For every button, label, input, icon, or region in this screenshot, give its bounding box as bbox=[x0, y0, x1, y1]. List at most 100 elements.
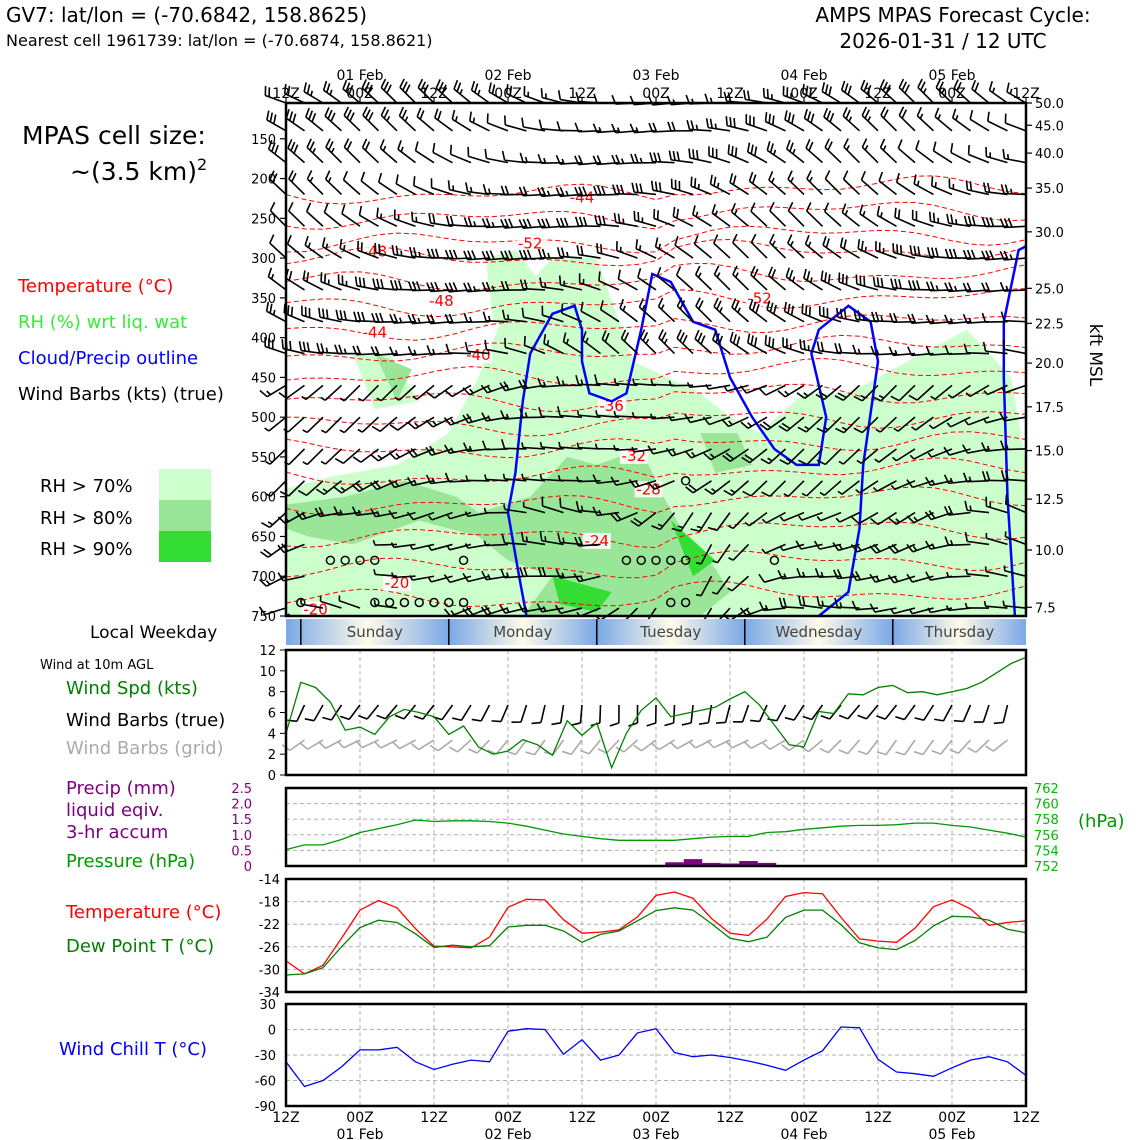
wind-barb-feather bbox=[487, 574, 491, 580]
wind-barb-staff bbox=[750, 210, 768, 227]
wind-barb bbox=[985, 739, 1008, 752]
wind-barb-feather bbox=[444, 444, 451, 454]
wind-barb-feather bbox=[694, 178, 697, 188]
wind-barb-staff bbox=[897, 416, 916, 432]
wind-barb-feather bbox=[894, 576, 899, 582]
wind-barb-feather bbox=[578, 186, 584, 196]
wind-barb-feather bbox=[502, 473, 506, 480]
wind-barb-feather bbox=[968, 317, 972, 324]
wind-barb bbox=[447, 180, 472, 196]
wind-barb bbox=[511, 704, 528, 724]
wind-barb bbox=[287, 139, 306, 164]
bottom-hour-tick-label: 12Z bbox=[272, 1110, 299, 1126]
wind-barb bbox=[580, 301, 601, 323]
wind-barb bbox=[374, 242, 398, 259]
calm-wind-marker bbox=[325, 555, 336, 566]
wind-barb bbox=[779, 511, 805, 522]
wind-barb-feather bbox=[892, 243, 895, 253]
wind-barb-feather bbox=[561, 380, 565, 386]
wind-barb-feather bbox=[1005, 444, 1009, 450]
wind-barb-feather bbox=[594, 214, 598, 225]
wind-barb-feather bbox=[309, 141, 315, 151]
wind-barb-feather bbox=[290, 172, 297, 183]
wind-barb bbox=[432, 704, 454, 721]
wind-barb bbox=[759, 416, 786, 431]
wind-barb bbox=[675, 266, 694, 291]
wind-barb-feather bbox=[614, 511, 622, 521]
wind-barb-staff bbox=[1004, 605, 1027, 609]
wind-barb-feather bbox=[427, 577, 432, 583]
wind-barb-staff bbox=[542, 505, 564, 514]
wind-barb-feather bbox=[467, 217, 473, 227]
wind-barb bbox=[616, 241, 638, 259]
wind-barb-feather bbox=[891, 543, 900, 553]
wind-barb-feather bbox=[558, 275, 562, 286]
wind-barb-feather bbox=[639, 329, 646, 339]
wind-barb bbox=[451, 109, 472, 132]
wind-barb-feather bbox=[290, 306, 294, 317]
wind-barb-staff bbox=[500, 704, 509, 722]
wind-barb-feather bbox=[582, 186, 588, 196]
station-title: GV7: lat/lon = (-70.6842, 158.8625) bbox=[6, 3, 367, 27]
wind-barb-feather bbox=[679, 332, 685, 342]
wind-barb-feather bbox=[668, 150, 672, 161]
wind-barb bbox=[665, 447, 694, 457]
wind-barb-feather bbox=[818, 391, 828, 398]
precip-bar bbox=[665, 862, 684, 866]
wind-barb bbox=[301, 305, 324, 323]
wind-barb-feather bbox=[540, 88, 543, 98]
wind-barb-feather bbox=[471, 718, 482, 722]
wind-barb-staff bbox=[418, 739, 435, 751]
top-hour-tick-label: 12Z bbox=[420, 86, 447, 102]
wind-barb-feather bbox=[309, 176, 314, 183]
wind-barb-feather bbox=[477, 89, 481, 96]
wind-barb-feather bbox=[333, 506, 339, 516]
wind-barb-feather bbox=[406, 449, 415, 458]
wind-barb-feather bbox=[941, 88, 946, 94]
wind-barb bbox=[372, 539, 398, 546]
wind-barb bbox=[806, 170, 824, 196]
pressure-y-tick-label: 752 bbox=[1034, 860, 1059, 875]
wind-barb bbox=[787, 170, 805, 196]
wind-barb-feather bbox=[861, 106, 868, 116]
wind-barb bbox=[747, 333, 768, 355]
wind-barb bbox=[971, 79, 990, 104]
wind-barb-feather bbox=[880, 277, 884, 288]
wind-barb-feather bbox=[393, 280, 399, 290]
wind-barb-feather bbox=[635, 239, 639, 249]
wind-barb bbox=[425, 416, 453, 428]
wind-barb bbox=[481, 281, 509, 292]
wind-barb-staff bbox=[485, 543, 509, 547]
wind-barb bbox=[465, 475, 490, 482]
wind-barb bbox=[432, 142, 453, 164]
wind-barb-feather bbox=[951, 108, 957, 119]
wind-barb-staff bbox=[898, 384, 916, 402]
wind-barb-feather bbox=[924, 540, 932, 550]
wind-barb-feather bbox=[871, 311, 876, 322]
wind-barb-feather bbox=[579, 575, 584, 581]
wind-barb-feather bbox=[769, 201, 775, 212]
wind-barb-feather bbox=[872, 395, 882, 402]
wind-barb bbox=[758, 601, 786, 612]
wind-barb-feather bbox=[989, 217, 995, 227]
wind-barb-feather bbox=[935, 78, 942, 88]
wind-barb bbox=[876, 704, 898, 720]
wind-barb-feather bbox=[1007, 217, 1013, 228]
wind-barb-feather bbox=[373, 569, 376, 575]
wind-barb-feather bbox=[434, 248, 440, 259]
wind-barb bbox=[285, 109, 305, 132]
wind-barb bbox=[399, 78, 417, 104]
wind-barb-staff bbox=[787, 210, 805, 227]
wind-barb-feather bbox=[828, 86, 832, 96]
wind-barb bbox=[443, 416, 472, 426]
wind-barb-feather bbox=[259, 389, 268, 398]
wind-barb-feather bbox=[955, 115, 959, 121]
wind-barb-staff bbox=[504, 447, 527, 450]
precip-bar bbox=[702, 862, 721, 866]
wind-y-tick-label: 0 bbox=[268, 769, 276, 784]
wind-barb-feather bbox=[968, 476, 972, 482]
kft-tick-label: 15.0 bbox=[1035, 445, 1064, 460]
wind-barb-feather bbox=[753, 146, 758, 157]
precip-y-tick-label: 0 bbox=[244, 860, 252, 875]
wind-barb-feather bbox=[362, 106, 368, 116]
